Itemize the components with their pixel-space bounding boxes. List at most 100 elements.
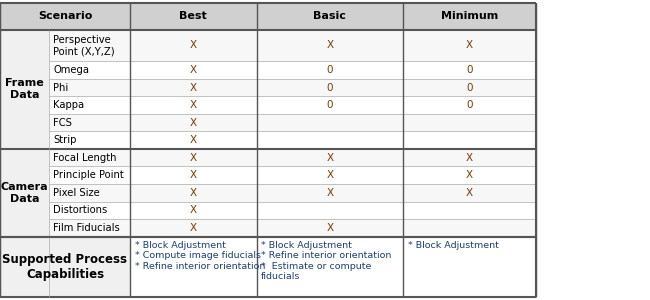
Text: X: X <box>190 118 197 128</box>
Text: Distortions: Distortions <box>53 205 107 215</box>
Bar <box>257 237 403 297</box>
Bar <box>257 30 403 61</box>
Bar <box>403 79 536 96</box>
Text: * Block Adjustment: * Block Adjustment <box>408 241 499 250</box>
Text: Perspective
Point (X,Y,Z): Perspective Point (X,Y,Z) <box>53 35 115 56</box>
Text: 0: 0 <box>327 82 333 93</box>
Bar <box>403 202 536 219</box>
Bar <box>49 114 130 131</box>
Bar <box>257 96 403 114</box>
Bar <box>403 149 536 167</box>
Text: Camera
Data: Camera Data <box>1 182 48 204</box>
Text: X: X <box>190 100 197 110</box>
Text: X: X <box>326 188 333 198</box>
Bar <box>0 237 130 297</box>
Bar <box>130 30 257 61</box>
Text: X: X <box>190 135 197 145</box>
Text: Strip: Strip <box>53 135 77 145</box>
Text: Kappa: Kappa <box>53 100 84 110</box>
Text: Principle Point: Principle Point <box>53 170 124 180</box>
Bar <box>130 3 257 30</box>
Bar <box>0 149 49 237</box>
Text: Omega: Omega <box>53 65 89 75</box>
Bar <box>130 167 257 184</box>
Bar <box>403 96 536 114</box>
Bar <box>130 96 257 114</box>
Text: Focal Length: Focal Length <box>53 153 117 163</box>
Bar <box>130 114 257 131</box>
Text: X: X <box>190 223 197 233</box>
Bar <box>130 219 257 237</box>
Bar <box>257 79 403 96</box>
Text: Supported Process
Capabilities: Supported Process Capabilities <box>3 253 127 281</box>
Bar <box>130 131 257 149</box>
Text: * Block Adjustment
* Refine interior orientation
*  Estimate or compute
fiducial: * Block Adjustment * Refine interior ori… <box>261 241 392 281</box>
Bar <box>0 30 49 149</box>
Bar <box>403 131 536 149</box>
Bar <box>49 96 130 114</box>
Bar <box>130 237 257 297</box>
Text: X: X <box>326 40 333 50</box>
Text: X: X <box>190 82 197 93</box>
Bar <box>130 149 257 167</box>
Text: X: X <box>190 65 197 75</box>
Text: X: X <box>190 170 197 180</box>
Text: 0: 0 <box>467 65 473 75</box>
Text: X: X <box>190 188 197 198</box>
Bar <box>49 202 130 219</box>
Bar <box>49 184 130 202</box>
Bar <box>257 219 403 237</box>
Text: X: X <box>190 153 197 163</box>
Text: Basic: Basic <box>313 11 346 21</box>
Bar <box>257 149 403 167</box>
Text: X: X <box>190 205 197 215</box>
Text: Pixel Size: Pixel Size <box>53 188 100 198</box>
Bar <box>49 30 130 61</box>
Bar <box>130 184 257 202</box>
Bar <box>403 219 536 237</box>
Text: X: X <box>466 170 473 180</box>
Bar <box>403 30 536 61</box>
Bar <box>0 3 130 30</box>
Text: Phi: Phi <box>53 82 68 93</box>
Text: X: X <box>466 188 473 198</box>
Bar <box>130 61 257 79</box>
Bar <box>257 114 403 131</box>
Bar <box>257 61 403 79</box>
Text: Scenario: Scenario <box>38 11 92 21</box>
Bar <box>49 219 130 237</box>
Text: X: X <box>326 223 333 233</box>
Bar <box>403 114 536 131</box>
Text: X: X <box>190 40 197 50</box>
Text: X: X <box>326 170 333 180</box>
Bar <box>257 167 403 184</box>
Text: * Block Adjustment
* Compute image fiducials
* Refine interior orientation: * Block Adjustment * Compute image fiduc… <box>135 241 265 271</box>
Bar <box>49 131 130 149</box>
Text: 0: 0 <box>327 100 333 110</box>
Bar <box>403 3 536 30</box>
Text: X: X <box>326 153 333 163</box>
Text: Best: Best <box>179 11 207 21</box>
Text: Frame
Data: Frame Data <box>5 79 44 100</box>
Text: X: X <box>466 40 473 50</box>
Bar <box>49 79 130 96</box>
Text: 0: 0 <box>467 82 473 93</box>
Bar <box>403 237 536 297</box>
Bar <box>130 79 257 96</box>
Bar <box>49 61 130 79</box>
Bar <box>49 149 130 167</box>
Bar <box>403 167 536 184</box>
Bar <box>257 202 403 219</box>
Bar <box>403 61 536 79</box>
Bar <box>257 131 403 149</box>
Bar <box>257 184 403 202</box>
Bar <box>130 202 257 219</box>
Bar <box>403 184 536 202</box>
Text: Film Fiducials: Film Fiducials <box>53 223 120 233</box>
Text: 0: 0 <box>327 65 333 75</box>
Bar <box>49 167 130 184</box>
Text: Minimum: Minimum <box>441 11 499 21</box>
Text: FCS: FCS <box>53 118 72 128</box>
Text: X: X <box>466 153 473 163</box>
Bar <box>257 3 403 30</box>
